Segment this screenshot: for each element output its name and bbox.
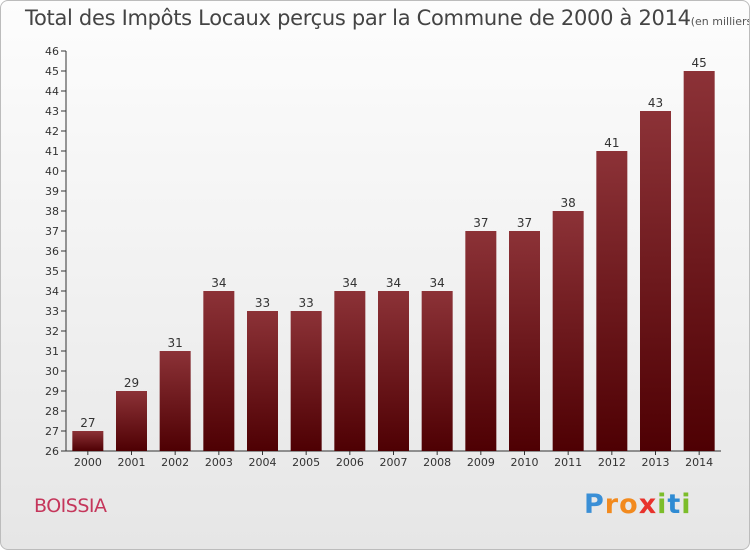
value-label-2007: 34 xyxy=(386,276,401,290)
bar-2002 xyxy=(159,351,191,451)
y-tick-label: 26 xyxy=(45,445,59,458)
chart-title-text: Total des Impôts Locaux perçus par la Co… xyxy=(25,6,691,30)
commune-name: BOISSIA xyxy=(34,495,107,517)
y-tick-label: 40 xyxy=(45,165,59,178)
value-label-2004: 33 xyxy=(255,296,270,310)
logo-letter: x xyxy=(638,489,658,520)
y-tick-label: 36 xyxy=(45,245,59,258)
x-tick-label: 2008 xyxy=(423,456,451,469)
bar-2007 xyxy=(378,291,409,451)
x-tick-label: 2014 xyxy=(685,456,713,469)
y-tick-label: 44 xyxy=(45,85,59,98)
y-tick-label: 33 xyxy=(45,305,59,318)
bar-2000 xyxy=(72,431,104,451)
bar-value-labels: 27 29 31 34 33 33 34 34 34 37 37 38 41 43 45 xyxy=(80,56,707,430)
y-tick-label: 27 xyxy=(45,425,59,438)
logo-letter: o xyxy=(619,489,639,520)
chart-title: Total des Impôts Locaux perçus par la Co… xyxy=(25,6,750,30)
value-label-2006: 34 xyxy=(342,276,357,290)
y-tick-label: 29 xyxy=(45,385,59,398)
value-label-2008: 34 xyxy=(430,276,445,290)
y-tick-label: 31 xyxy=(45,345,59,358)
y-tick-label: 30 xyxy=(45,365,59,378)
x-tick-label: 2002 xyxy=(161,456,189,469)
bar-2012 xyxy=(596,151,628,451)
y-tick-label: 45 xyxy=(45,65,59,78)
x-tick-label: 2010 xyxy=(511,456,539,469)
value-label-2012: 41 xyxy=(604,136,619,150)
y-tick-label: 43 xyxy=(45,105,59,118)
x-tick-label: 2004 xyxy=(249,456,277,469)
x-tick-label: 2006 xyxy=(336,456,364,469)
x-tick-label: 2001 xyxy=(118,456,146,469)
value-label-2013: 43 xyxy=(648,96,663,110)
y-tick-label: 34 xyxy=(45,285,59,298)
x-tick-label: 2007 xyxy=(380,456,408,469)
logo-letter: i xyxy=(657,489,668,520)
axes: 26 27 28 29 30 31 32 33 34 35 36 37 38 39 40 41 42 43 44 45… xyxy=(45,45,721,469)
value-label-2014: 45 xyxy=(692,56,707,70)
x-tick-label: 2011 xyxy=(554,456,582,469)
x-tick-label: 2003 xyxy=(205,456,233,469)
y-tick-label: 39 xyxy=(45,185,59,198)
bar-2004 xyxy=(247,311,278,451)
x-tick-label: 2013 xyxy=(642,456,670,469)
y-tick-label: 46 xyxy=(45,45,59,58)
y-tick-label: 32 xyxy=(45,325,59,338)
value-label-2010: 37 xyxy=(517,216,532,230)
value-label-2005: 33 xyxy=(299,296,314,310)
value-label-2002: 31 xyxy=(168,336,183,350)
y-tick-label: 41 xyxy=(45,145,59,158)
value-label-2000: 27 xyxy=(80,416,95,430)
bar-2013 xyxy=(640,111,671,451)
bar-2011 xyxy=(552,211,584,451)
y-tick-label: 37 xyxy=(45,225,59,238)
bar-2006 xyxy=(334,291,366,451)
proxiti-logo[interactable]: Proxiti xyxy=(584,489,692,520)
x-tick-label: 2000 xyxy=(74,456,102,469)
y-tick-label: 42 xyxy=(45,125,59,138)
value-label-2009: 37 xyxy=(473,216,488,230)
bars xyxy=(72,71,715,451)
bar-2001 xyxy=(116,391,147,451)
logo-letter: r xyxy=(604,489,620,520)
bar-2008 xyxy=(421,291,453,451)
y-tick-label: 28 xyxy=(45,405,59,418)
x-tick-label: 2009 xyxy=(467,456,495,469)
bar-2009 xyxy=(465,231,497,451)
bar-2003 xyxy=(203,291,235,451)
x-tick-label: 2012 xyxy=(598,456,626,469)
x-tick-label: 2005 xyxy=(292,456,320,469)
y-tick-label: 38 xyxy=(45,205,59,218)
logo-letter: P xyxy=(584,489,605,520)
bar-2005 xyxy=(290,311,322,451)
value-label-2001: 29 xyxy=(124,376,139,390)
value-label-2011: 38 xyxy=(561,196,576,210)
value-label-2003: 34 xyxy=(211,276,226,290)
bar-2010 xyxy=(509,231,540,451)
bar-2014 xyxy=(683,71,715,451)
chart-subtitle: (en milliers d'€) xyxy=(690,15,750,28)
logo-letter: t xyxy=(667,489,682,520)
logo-letter: i xyxy=(681,489,692,520)
y-tick-label: 35 xyxy=(45,265,59,278)
